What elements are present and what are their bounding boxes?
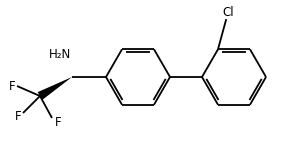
Text: Cl: Cl (222, 6, 234, 18)
Polygon shape (38, 77, 72, 100)
Text: F: F (55, 116, 61, 128)
Text: F: F (15, 109, 21, 122)
Text: H₂N: H₂N (49, 47, 71, 61)
Text: F: F (9, 79, 15, 93)
